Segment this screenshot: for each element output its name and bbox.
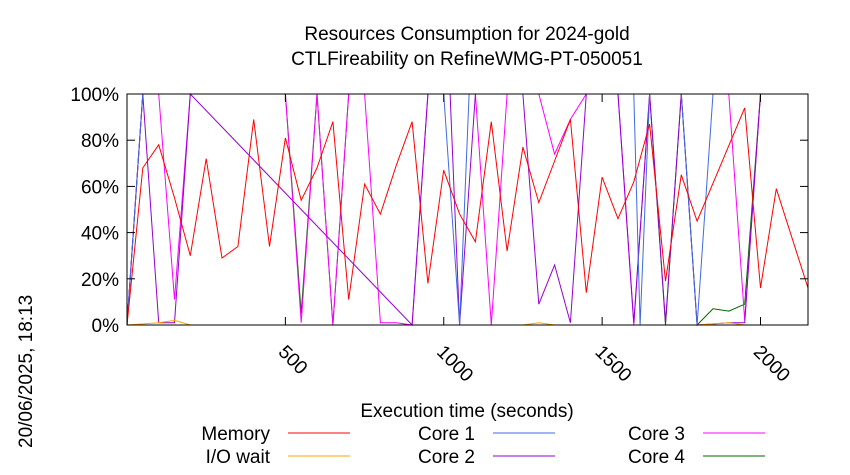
x-tick-label: 2000 <box>749 342 794 387</box>
plot-border <box>126 93 809 326</box>
legend-label: Core 1 <box>418 424 475 445</box>
timestamp-label: 20/06/2025, 18:13 <box>16 295 37 448</box>
x-axis-label: Execution time (seconds) <box>360 401 573 422</box>
series-group <box>126 92 809 327</box>
y-tick-label: 80% <box>81 131 119 152</box>
chart-title: Resources Consumption for 2024-gold <box>304 24 629 45</box>
legend-label: I/O wait <box>206 447 271 468</box>
y-tick-label: 0% <box>92 316 120 337</box>
x-tick-label: 1000 <box>432 342 477 387</box>
legend-label: Core 3 <box>628 424 685 445</box>
legend-label: Core 4 <box>628 447 685 468</box>
series-line-memory <box>126 107 809 326</box>
y-tick-label: 20% <box>81 270 119 291</box>
legend-label: Memory <box>201 424 270 445</box>
chart-subtitle: CTLFireability on RefineWMG-PT-050051 <box>291 49 643 70</box>
x-tick-label: 1500 <box>591 342 636 387</box>
legend-label: Core 2 <box>418 447 475 468</box>
y-tick-label: 40% <box>81 224 119 245</box>
y-tick-label: 60% <box>81 177 119 198</box>
y-axis-ticks: 0% 20% 40% 60% 80% 100% <box>70 85 808 337</box>
y-tick-label: 100% <box>70 85 119 106</box>
series-line-i-o-wait <box>126 319 745 326</box>
x-tick-label: 500 <box>274 342 311 379</box>
